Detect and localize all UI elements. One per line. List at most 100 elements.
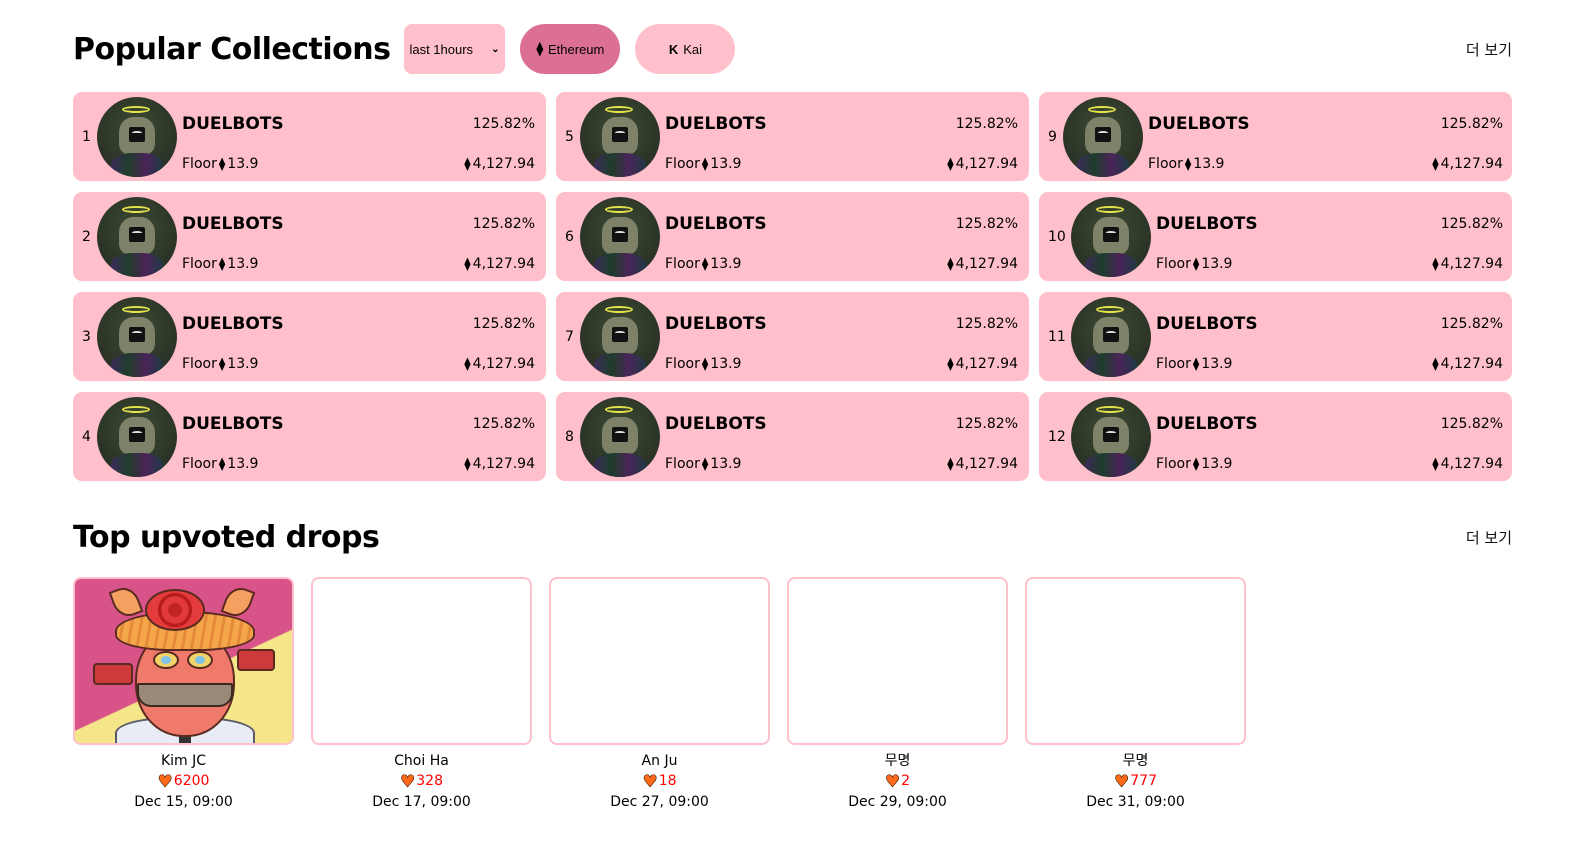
collection-change: 125.82% (472, 216, 535, 232)
chain-button-ethereum[interactable]: ⧫ Ethereum (520, 24, 621, 74)
volume-value: 4,127.94 (955, 256, 1018, 272)
period-select[interactable]: last 1hours ⌄ (404, 24, 506, 74)
heart-icon[interactable]: ♥ (157, 771, 173, 792)
top-drops-header: Top upvoted drops 더 보기 (73, 512, 1512, 562)
collection-avatar (580, 196, 660, 277)
likes-count: 2 (901, 773, 911, 789)
ethereum-icon: ⧫ (536, 41, 543, 56)
ethereum-icon: ⧫ (218, 156, 226, 172)
drop-image[interactable] (311, 577, 532, 745)
drop-likes[interactable]: ♥ 6200 (157, 771, 209, 792)
heart-icon[interactable]: ♥ (884, 771, 901, 792)
collection-card[interactable]: 6 DUELBOTS 125.82% Floor ⧫ 13.9 ⧫ 4,127.… (556, 192, 1029, 281)
drop-card[interactable]: 무명 ♥ 777 Dec 31, 09:00 (1025, 577, 1246, 813)
collection-rank: 1 (82, 128, 91, 145)
drop-card[interactable]: Choi Ha ♥ 328 Dec 17, 09:00 (311, 577, 532, 813)
volume-value: 4,127.94 (1440, 156, 1503, 172)
floor-label: Floor (665, 356, 700, 372)
collection-volume: ⧫ 4,127.94 (1432, 156, 1503, 172)
collection-change: 125.82% (472, 116, 535, 132)
ethereum-icon: ⧫ (947, 156, 954, 172)
collection-name: DUELBOTS (182, 314, 284, 334)
collection-floor: Floor ⧫ 13.9 (665, 156, 741, 172)
collection-card[interactable]: 4 DUELBOTS 125.82% Floor ⧫ 13.9 ⧫ 4,127.… (73, 392, 546, 481)
drop-likes[interactable]: ♥ 2 (885, 771, 910, 792)
collection-volume: ⧫ 4,127.94 (464, 256, 535, 272)
period-select-value: last 1hours (409, 41, 474, 57)
collection-floor: Floor ⧫ 13.9 (182, 456, 258, 472)
ethereum-icon: ⧫ (1184, 156, 1192, 172)
ethereum-icon: ⧫ (1192, 456, 1200, 472)
ethereum-icon: ⧫ (701, 456, 709, 472)
collection-avatar (580, 96, 660, 177)
likes-count: 18 (658, 773, 677, 789)
heart-icon[interactable]: ♥ (1114, 771, 1130, 792)
collection-card[interactable]: 10 DUELBOTS 125.82% Floor ⧫ 13.9 ⧫ 4,127… (1039, 192, 1512, 281)
collection-name: DUELBOTS (1156, 414, 1258, 434)
heart-icon[interactable]: ♥ (400, 771, 416, 792)
collection-rank: 11 (1048, 328, 1066, 345)
collection-card[interactable]: 1 DUELBOTS 125.82% Floor ⧫ 13.9 ⧫ 4,127.… (73, 92, 546, 181)
ethereum-icon: ⧫ (1432, 156, 1439, 172)
collection-avatar (1071, 196, 1151, 277)
drop-likes[interactable]: ♥ 18 (642, 771, 676, 792)
collection-card[interactable]: 2 DUELBOTS 125.82% Floor ⧫ 13.9 ⧫ 4,127.… (73, 192, 546, 281)
collection-card[interactable]: 8 DUELBOTS 125.82% Floor ⧫ 13.9 ⧫ 4,127.… (556, 392, 1029, 481)
drop-image[interactable] (1025, 577, 1246, 745)
collection-volume: ⧫ 4,127.94 (947, 356, 1018, 372)
ethereum-icon: ⧫ (947, 356, 954, 372)
collection-change: 125.82% (1440, 316, 1503, 332)
collection-change: 125.82% (472, 416, 535, 432)
collection-card[interactable]: 3 DUELBOTS 125.82% Floor ⧫ 13.9 ⧫ 4,127.… (73, 292, 546, 381)
drop-card[interactable]: 무명 ♥ 2 Dec 29, 09:00 (787, 577, 1008, 813)
chain-button-kai[interactable]: K Kai (635, 24, 736, 74)
collection-avatar (97, 296, 177, 377)
volume-value: 4,127.94 (1440, 256, 1503, 272)
floor-label: Floor (665, 156, 700, 172)
ethereum-icon: ⧫ (701, 356, 709, 372)
collection-name: DUELBOTS (1156, 214, 1258, 234)
drop-creator: Kim JC (160, 753, 207, 769)
kaia-icon: K (668, 41, 679, 57)
collection-volume: ⧫ 4,127.94 (947, 156, 1018, 172)
collection-name: DUELBOTS (182, 214, 284, 234)
heart-icon[interactable]: ♥ (642, 771, 658, 792)
ethereum-icon: ⧫ (464, 356, 471, 372)
drop-image[interactable] (549, 577, 770, 745)
drop-creator: 무명 (1122, 753, 1149, 769)
collection-avatar (97, 196, 177, 277)
drop-creator: Choi Ha (394, 753, 449, 769)
collection-avatar (580, 296, 660, 377)
floor-value: 13.9 (710, 356, 742, 372)
collection-rank: 4 (82, 428, 91, 445)
drop-card[interactable]: An Ju ♥ 18 Dec 27, 09:00 (549, 577, 770, 813)
collection-card[interactable]: 5 DUELBOTS 125.82% Floor ⧫ 13.9 ⧫ 4,127.… (556, 92, 1029, 181)
drop-image[interactable] (73, 577, 294, 745)
more-link-popular[interactable]: 더 보기 (1465, 40, 1512, 59)
collection-card[interactable]: 9 DUELBOTS 125.82% Floor ⧫ 13.9 ⧫ 4,127.… (1039, 92, 1512, 181)
collection-change: 125.82% (955, 216, 1018, 232)
collection-rank: 7 (565, 328, 574, 345)
collection-card[interactable]: 7 DUELBOTS 125.82% Floor ⧫ 13.9 ⧫ 4,127.… (556, 292, 1029, 381)
floor-label: Floor (182, 456, 217, 472)
drop-card[interactable]: Kim JC ♥ 6200 Dec 15, 09:00 (73, 577, 294, 813)
floor-value: 13.9 (1201, 256, 1233, 272)
collection-volume: ⧫ 4,127.94 (947, 456, 1018, 472)
collection-card[interactable]: 11 DUELBOTS 125.82% Floor ⧫ 13.9 ⧫ 4,127… (1039, 292, 1512, 381)
floor-value: 13.9 (1201, 456, 1233, 472)
collection-card[interactable]: 12 DUELBOTS 125.82% Floor ⧫ 13.9 ⧫ 4,127… (1039, 392, 1512, 481)
drop-creator: 무명 (884, 753, 911, 769)
section-title-drops: Top upvoted drops (73, 519, 380, 555)
drop-likes[interactable]: ♥ 328 (400, 771, 443, 792)
floor-label: Floor (1156, 256, 1191, 272)
drop-likes[interactable]: ♥ 777 (1114, 771, 1157, 792)
collection-floor: Floor ⧫ 13.9 (665, 256, 741, 272)
collection-volume: ⧫ 4,127.94 (464, 156, 535, 172)
collection-rank: 3 (82, 328, 91, 345)
collection-rank: 9 (1048, 128, 1057, 145)
more-link-drops[interactable]: 더 보기 (1465, 528, 1512, 547)
ethereum-icon: ⧫ (1432, 356, 1439, 372)
floor-label: Floor (1156, 456, 1191, 472)
chain-label: Ethereum (548, 41, 605, 57)
drop-image[interactable] (787, 577, 1008, 745)
